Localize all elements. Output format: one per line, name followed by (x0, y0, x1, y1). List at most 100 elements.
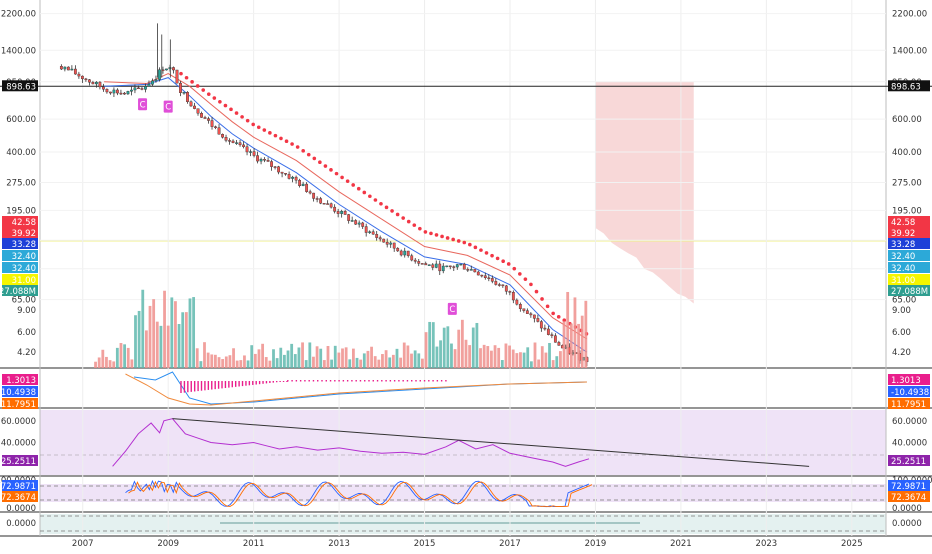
value-badge-left (2, 455, 38, 466)
candle-body (109, 91, 112, 94)
trailing-stop-marker (295, 145, 300, 149)
x-tick-label: 2013 (328, 539, 350, 549)
macd-histogram-bar (325, 380, 327, 382)
candle-body (385, 241, 389, 245)
x-tick-label: 2021 (670, 539, 692, 549)
candle-body (550, 334, 554, 336)
volume-bar (301, 342, 304, 368)
candle-body (476, 271, 480, 276)
volume-bar (410, 353, 413, 368)
value-badge-left (2, 285, 38, 296)
macd-histogram-bar (197, 381, 199, 392)
trailing-stop-marker (351, 183, 355, 187)
macd-histogram-bar (255, 381, 257, 385)
candle-body (452, 266, 456, 268)
volume-bar (144, 330, 148, 368)
value-badge-left-text: -10.4938 (0, 388, 36, 398)
signal-marker (163, 100, 173, 113)
trailing-stop-marker (323, 164, 328, 168)
macd-histogram-bar (406, 380, 409, 382)
value-badge-right-text: 1.3013 (891, 376, 921, 386)
candle-body (154, 79, 158, 82)
trailing-stop-marker (373, 198, 378, 202)
volume-bar (555, 356, 559, 368)
candle-body (210, 120, 214, 127)
volume-bar (355, 357, 359, 368)
trailing-stop-marker (273, 133, 278, 138)
volume-bar (286, 350, 290, 368)
trailing-stop-marker (262, 128, 267, 132)
value-badge-left-text: 72.3674 (1, 493, 36, 503)
trailing-stop-marker (245, 118, 250, 123)
candle-body (130, 89, 133, 92)
value-badge-right (888, 80, 930, 92)
y-tick-label-left: 275.00 (6, 178, 36, 188)
candle-body (543, 327, 547, 330)
trailing-stop-marker (268, 131, 272, 135)
rsi-trendline (172, 418, 810, 467)
volume-bar (101, 349, 105, 368)
candle-body (94, 81, 98, 85)
volume-bar (373, 356, 377, 368)
volume-bar (246, 360, 250, 368)
macd-histogram-bar (419, 380, 421, 382)
value-badge-left-text: 32.40 (12, 264, 36, 274)
candle-body (350, 220, 354, 222)
volume-bar (279, 347, 283, 368)
macd-histogram-bar (312, 380, 315, 382)
trailing-stop-marker (545, 304, 550, 309)
bottom-current-label: 0.0000 (892, 519, 922, 529)
rsi-tick-right: 40.0000 (892, 439, 927, 449)
trailing-stop-marker (490, 253, 494, 258)
candle-body (455, 264, 459, 268)
candle-body (287, 173, 291, 179)
volume-bar (174, 301, 177, 368)
trailing-stop-marker (340, 175, 344, 180)
macd-histogram-bar (238, 381, 240, 387)
candle-body (298, 179, 302, 187)
candle-body (322, 203, 326, 205)
candle-body (340, 211, 344, 214)
volume-bar (239, 360, 243, 368)
stochastic-d-line (128, 480, 593, 508)
value-badge-left (2, 80, 38, 92)
candle-body (196, 108, 200, 114)
stochastic-tick-left: 0.0000 (6, 504, 36, 514)
candle-body (392, 242, 396, 249)
volume-bar (399, 357, 403, 368)
value-badge-left-text: 31.00 (12, 276, 36, 286)
trailing-stop-marker (479, 248, 483, 252)
candle-body (336, 211, 340, 214)
volume-bar (362, 353, 366, 368)
volume-tick-left: 6.00 (17, 328, 36, 338)
value-badge-right-text: 33.28 (891, 240, 915, 250)
macd-histogram-bar (248, 381, 251, 386)
candle-body (445, 265, 449, 268)
trailing-stop-marker (484, 251, 489, 255)
trailing-stop-marker (279, 136, 283, 141)
volume-bar (315, 346, 319, 368)
volume-bar (446, 326, 450, 368)
macd-histogram-bar (329, 380, 332, 382)
macd-histogram-bar (221, 381, 223, 389)
volume-bar (275, 358, 279, 368)
y-tick-label-right: 275.00 (892, 178, 922, 188)
value-badge-right (888, 227, 930, 238)
trailing-stop-marker (395, 212, 400, 217)
volume-bar (228, 355, 232, 368)
value-badge-right-text: 39.92 (891, 229, 915, 239)
volume-bar (130, 359, 134, 368)
candle-body (396, 247, 400, 252)
trailing-stop-marker (306, 152, 311, 157)
trailing-stop-marker (506, 262, 511, 266)
value-badge-right-text: 25.2511 (891, 457, 926, 467)
stoch-layer (125, 479, 593, 508)
candle-body (77, 73, 81, 77)
value-badge-right (888, 480, 930, 491)
candle-body (305, 183, 309, 192)
value-badge-left-text: 72.9871 (1, 482, 36, 492)
candle-body (329, 203, 333, 208)
macd-histogram-bar (359, 380, 362, 382)
candle-body (333, 206, 337, 212)
candle-body (280, 171, 284, 174)
